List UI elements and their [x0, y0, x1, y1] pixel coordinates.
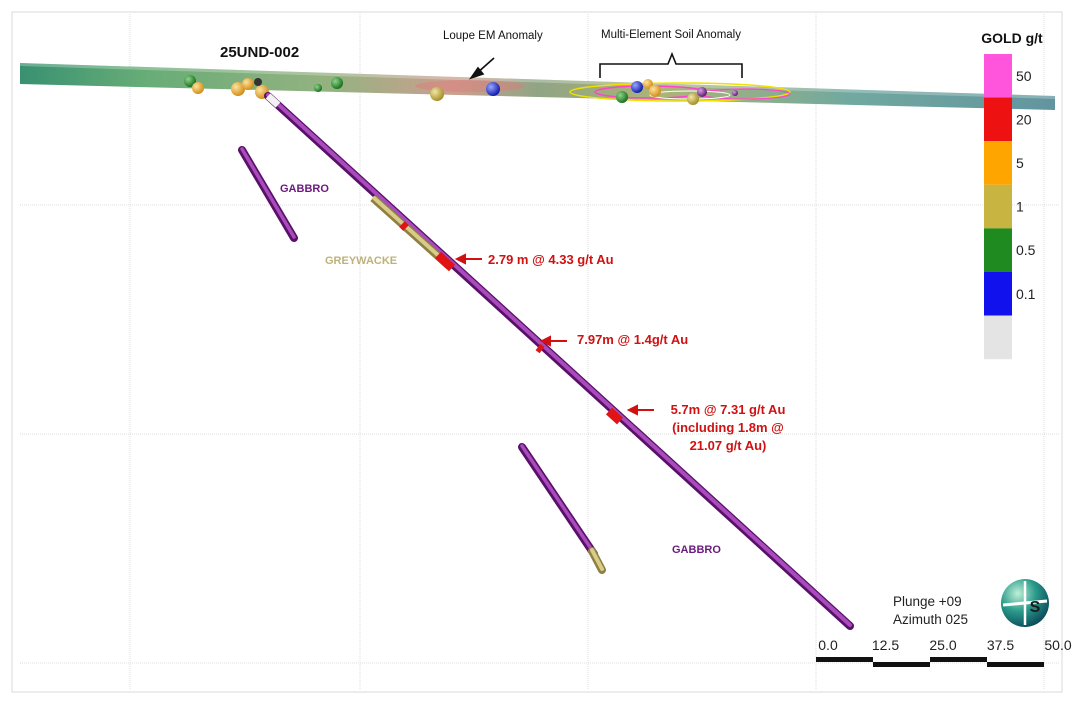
- legend-label: 0.5: [1016, 242, 1036, 258]
- hole-id-label: 25UND-002: [220, 44, 299, 61]
- scale-tick-label: 37.5: [987, 637, 1014, 653]
- intercept-2-segment: [535, 343, 545, 354]
- legend-swatch: [984, 272, 1012, 316]
- legend-swatch: [984, 54, 1012, 98]
- intercept-3-detail: (including 1.8m @: [672, 420, 784, 435]
- intercept-arrows: [454, 253, 654, 416]
- scale-tick-label: 50.0: [1044, 637, 1071, 653]
- scale-tick-label: 25.0: [929, 637, 956, 653]
- intercept-3-segment: [605, 407, 624, 425]
- legend-swatch: [984, 141, 1012, 185]
- legend-label: 20: [1016, 111, 1032, 127]
- gold-legend: GOLD g/t 50 20 5 1 0.5 0.1: [981, 30, 1043, 360]
- compass-letter: S: [1030, 599, 1041, 616]
- orientation-indicator: Plunge +09 Azimuth 025 S: [893, 579, 1049, 627]
- legend-swatch: [984, 184, 1012, 229]
- historic-drillhole-upper: [238, 146, 298, 242]
- scale-bar: 0.0 12.5 25.0 37.5 50.0: [816, 637, 1072, 667]
- historic-drillhole-lower: [518, 443, 606, 574]
- legend-label: 50: [1016, 68, 1032, 84]
- soil-anomaly-brace: [599, 51, 743, 78]
- legend-swatches: 50 20 5 1 0.5 0.1: [984, 54, 1036, 360]
- intercept-2-label: 7.97m @ 1.4g/t Au: [577, 332, 688, 347]
- gabbro-upper-label: GABBRO: [280, 183, 329, 195]
- loupe-em-label: Loupe EM Anomaly: [443, 30, 543, 42]
- plunge-label: Plunge +09: [893, 594, 962, 609]
- legend-title: GOLD g/t: [981, 30, 1043, 46]
- legend-swatch: [984, 97, 1012, 142]
- scale-tick-label: 0.0: [818, 637, 838, 653]
- greywacke-label: GREYWACKE: [325, 255, 397, 267]
- legend-label: 1: [1016, 199, 1024, 215]
- azimuth-label: Azimuth 025: [893, 612, 968, 627]
- intercept-3-detail-2: 21.07 g/t Au): [690, 438, 767, 453]
- legend-swatch: [984, 315, 1012, 360]
- soil-samples: [184, 75, 738, 105]
- scale-tick-label: 12.5: [872, 637, 899, 653]
- soil-anomaly-label: Multi-Element Soil Anomaly: [601, 29, 741, 41]
- gabbro-lower-label: GABBRO: [672, 544, 721, 556]
- legend-label: 5: [1016, 155, 1024, 171]
- frame: [11, 11, 1063, 693]
- intercept-1-segment: [434, 251, 456, 272]
- legend-swatch: [984, 228, 1012, 272]
- intercept-3-label: 5.7m @ 7.31 g/t Au: [671, 402, 786, 417]
- intercept-1-label: 2.79 m @ 4.33 g/t Au: [488, 252, 614, 267]
- drillhole-25und-002: [264, 92, 854, 630]
- loupe-em-arrow: [468, 57, 495, 80]
- legend-label: 0.1: [1016, 286, 1036, 302]
